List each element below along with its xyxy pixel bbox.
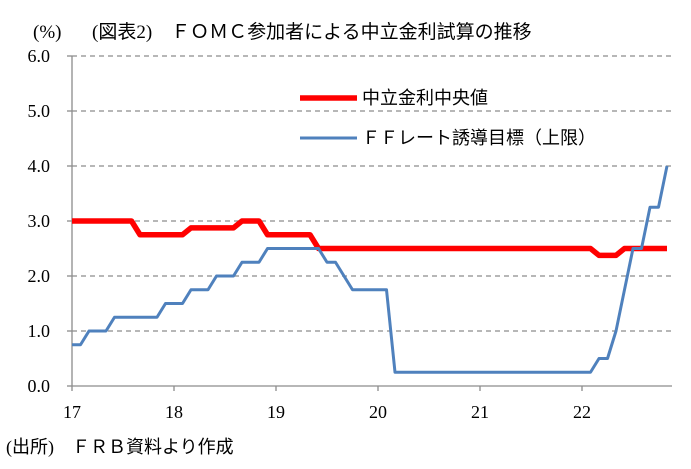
y-tick-label: 6.0	[28, 46, 51, 66]
y-axis-unit-label: (%)	[33, 22, 61, 43]
x-tick-label: 19	[267, 402, 285, 422]
x-tick-label: 20	[369, 402, 387, 422]
y-tick-label: 5.0	[28, 101, 51, 121]
x-tick-label: 22	[573, 402, 591, 422]
source-note: (出所) ＦＲＢ資料より作成	[6, 437, 234, 458]
x-tick-label: 18	[165, 402, 183, 422]
x-tick-label: 17	[63, 402, 81, 422]
legend-label-neutral-rate: 中立金利中央値	[362, 88, 488, 108]
chart-title: (図表2) ＦＯＭＣ参加者による中立金利試算の推移	[92, 21, 532, 43]
y-tick-label: 4.0	[28, 156, 51, 176]
series-lines	[72, 165, 669, 374]
y-tick-label: 0.0	[28, 376, 51, 396]
x-axis-ticks: 17 18 19 20 21 22	[63, 386, 591, 422]
series-line-2	[72, 165, 669, 374]
y-tick-label: 2.0	[28, 266, 51, 286]
y-tick-label: 3.0	[28, 211, 51, 231]
legend-label-ff-target: ＦＦレート誘導目標（上限）	[362, 128, 596, 148]
y-tick-label: 1.0	[28, 321, 51, 341]
x-tick-label: 21	[471, 402, 489, 422]
series-line-1	[72, 218, 667, 259]
y-axis-ticks: 0.0 1.0 2.0 3.0 4.0 5.0 6.0	[28, 46, 72, 396]
gridlines	[72, 55, 672, 332]
legend: 中立金利中央値 ＦＦレート誘導目標（上限）	[300, 88, 596, 148]
